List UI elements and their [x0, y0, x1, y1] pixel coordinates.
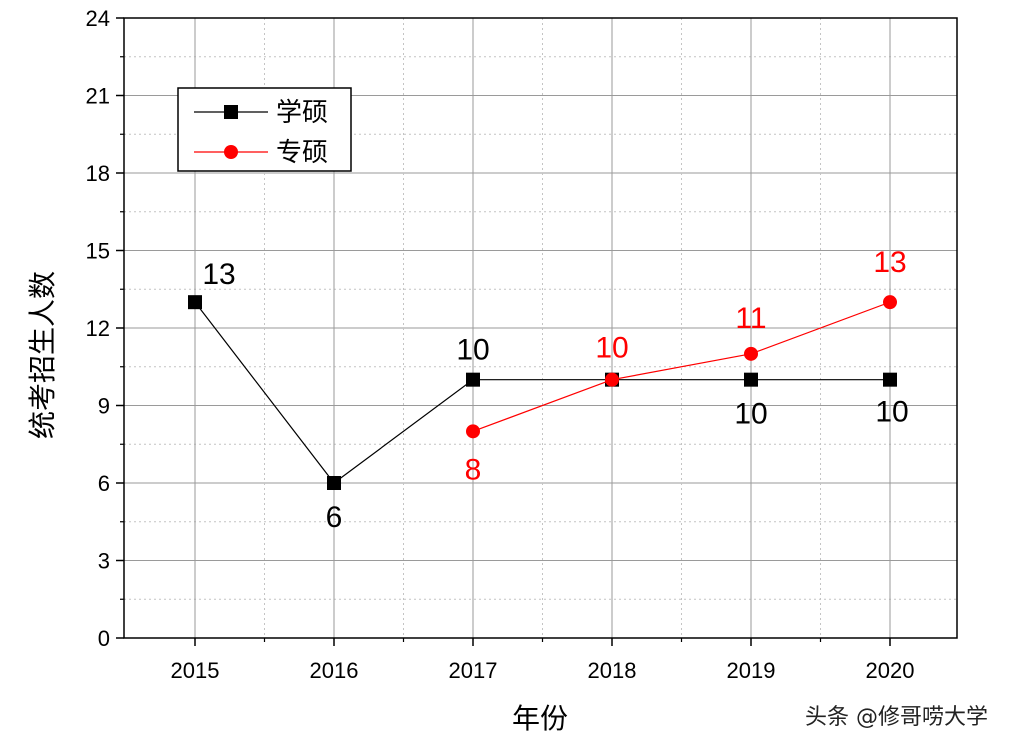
legend-label: 专硕 — [276, 138, 328, 168]
y-tick-label: 21 — [86, 84, 110, 109]
x-tick-label: 2018 — [588, 658, 637, 683]
y-tick-label: 15 — [86, 239, 110, 264]
x-tick-label: 2017 — [449, 658, 498, 683]
data-point-marker — [883, 372, 897, 387]
data-label: 8 — [465, 453, 482, 486]
series-line-1 — [472, 301, 891, 432]
y-tick-label: 0 — [98, 626, 110, 651]
series — [188, 295, 897, 490]
x-tick-label: 2015 — [171, 658, 220, 683]
legend-box — [177, 87, 352, 172]
legend-marker — [224, 145, 238, 159]
watermark-text: 头条 @修哥唠大学 — [805, 705, 988, 730]
data-point-marker — [605, 372, 619, 387]
data-label: 10 — [456, 334, 489, 367]
y-tick-label: 6 — [98, 471, 110, 496]
legend-label: 学硕 — [276, 98, 328, 128]
data-point-marker — [744, 372, 758, 387]
axes: 0 3 6 9 12 15 18 21 24 2015 2016 2017 2018 2019 2020 — [86, 6, 915, 683]
x-tick-label: 2016 — [310, 658, 359, 683]
data-point-marker — [883, 295, 897, 310]
x-tick-label: 2019 — [727, 658, 776, 683]
y-tick-label: 9 — [98, 394, 110, 419]
data-labels: 13 6 10 10 10 8 10 11 13 — [202, 246, 908, 534]
data-label: 11 — [735, 302, 766, 335]
y-tick-label: 24 — [86, 6, 110, 31]
data-label: 6 — [326, 501, 343, 534]
y-tick-label: 12 — [86, 316, 110, 341]
data-point-marker — [327, 476, 341, 490]
data-label: 13 — [873, 246, 906, 279]
x-axis-title: 年份 — [512, 702, 568, 735]
x-tick-label: 2020 — [866, 658, 915, 683]
data-point-marker — [466, 424, 480, 439]
legend-marker — [224, 105, 238, 119]
y-tick-label: 18 — [86, 161, 110, 186]
data-point-marker — [744, 346, 758, 361]
series-line-0 — [194, 301, 890, 484]
data-point-marker — [466, 372, 480, 387]
y-tick-label: 3 — [98, 549, 110, 574]
data-label: 10 — [734, 398, 767, 431]
data-label: 10 — [875, 396, 908, 429]
data-point-marker — [188, 295, 202, 310]
data-label: 10 — [595, 332, 628, 365]
y-axis-title: 统考招生人数 — [26, 271, 59, 439]
data-label: 13 — [202, 258, 235, 291]
